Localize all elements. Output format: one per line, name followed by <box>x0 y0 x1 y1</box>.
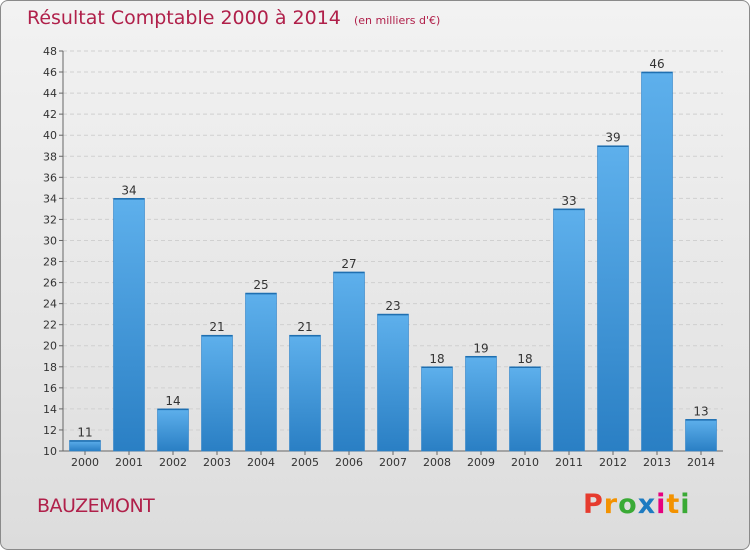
y-tick-label: 46 <box>43 66 57 79</box>
bar-2006 <box>333 271 365 452</box>
x-tick-label: 2008 <box>423 456 451 469</box>
bar-2014 <box>685 419 717 452</box>
y-tick-label: 16 <box>43 382 57 395</box>
logo-letter: o <box>618 489 638 520</box>
proxiti-logo[interactable]: Proxiti <box>583 489 691 520</box>
bar-2010 <box>509 366 541 452</box>
x-tick-label: 2014 <box>687 456 715 469</box>
logo-letter: t <box>666 489 681 520</box>
data-label: 33 <box>561 194 576 208</box>
bar-2007 <box>377 313 409 452</box>
data-label: 27 <box>341 257 356 271</box>
y-tick-label: 34 <box>43 192 57 205</box>
axes: 10 12 14 16 18 20 22 24 26 28 30 32 34 36 38 40 42 44 46 48… <box>43 45 723 469</box>
bar-2001 <box>113 198 145 452</box>
y-tick-label: 48 <box>43 45 57 58</box>
x-tick-label: 2007 <box>379 456 407 469</box>
logo-letter: P <box>583 489 604 520</box>
y-tick-label: 10 <box>43 445 57 458</box>
bar-2003 <box>201 334 233 452</box>
y-tick-label: 32 <box>43 213 57 226</box>
x-tick-label: 2009 <box>467 456 495 469</box>
y-tick-label: 12 <box>43 424 57 437</box>
logo-letter: i <box>656 489 667 520</box>
y-tick-label: 18 <box>43 361 57 374</box>
logo-letter: x <box>637 489 657 520</box>
y-tick-label: 30 <box>43 234 57 247</box>
y-tick-label: 42 <box>43 108 57 121</box>
y-tick-label: 40 <box>43 129 57 142</box>
y-tick-label: 20 <box>43 340 57 353</box>
x-tick-label: 2001 <box>115 456 143 469</box>
y-tick-label: 28 <box>43 256 57 269</box>
title-text: Résultat Comptable 2000 à 2014 <box>27 7 341 29</box>
subtitle-text: (en milliers d'€) <box>353 14 441 27</box>
data-label: 25 <box>253 278 268 292</box>
data-label: 21 <box>297 320 312 334</box>
data-label: 14 <box>165 394 180 408</box>
y-tick-label: 44 <box>43 87 57 100</box>
x-tick-label: 2003 <box>203 456 231 469</box>
bar-2002 <box>157 408 189 452</box>
y-tick-label: 36 <box>43 171 57 184</box>
data-label: 18 <box>517 352 532 366</box>
data-label: 39 <box>605 131 620 145</box>
data-label: 13 <box>693 404 708 418</box>
data-label: 18 <box>429 352 444 366</box>
data-label: 21 <box>209 320 224 334</box>
bar-2004 <box>245 292 277 452</box>
data-label: 19 <box>473 341 488 355</box>
chart-title: Résultat Comptable 2000 à 2014 (en milli… <box>27 7 440 29</box>
bar-2011 <box>553 208 585 452</box>
x-tick-label: 2005 <box>291 456 319 469</box>
logo-letter: r <box>603 489 619 520</box>
logo-letter: i <box>680 489 691 520</box>
bar-2008 <box>421 366 453 452</box>
y-tick-label: 26 <box>43 277 57 290</box>
x-tick-label: 2012 <box>599 456 627 469</box>
x-tick-label: 2000 <box>71 456 99 469</box>
data-label: 23 <box>385 299 400 313</box>
bar-2000 <box>69 440 101 452</box>
y-tick-label: 38 <box>43 150 57 163</box>
commune-name: BAUZEMONT <box>37 495 155 517</box>
y-tick-label: 14 <box>43 403 57 416</box>
x-tick-label: 2011 <box>555 456 583 469</box>
y-tick-label: 22 <box>43 319 57 332</box>
x-tick-label: 2010 <box>511 456 539 469</box>
data-label: 34 <box>121 183 136 197</box>
data-labels: 11 34 14 21 25 21 27 23 18 19 18 33 39 46 13 <box>77 57 708 439</box>
x-tick-label: 2006 <box>335 456 363 469</box>
x-tick-label: 2004 <box>247 456 275 469</box>
data-label: 46 <box>649 57 664 71</box>
bar-2009 <box>465 355 497 452</box>
bar-2012 <box>597 145 629 452</box>
bars <box>69 71 717 452</box>
data-label: 11 <box>77 425 92 439</box>
x-tick-label: 2002 <box>159 456 187 469</box>
x-tick-label: 2013 <box>643 456 671 469</box>
y-tick-label: 24 <box>43 298 57 311</box>
bar-2013 <box>641 71 673 452</box>
bar-2005 <box>289 334 321 452</box>
